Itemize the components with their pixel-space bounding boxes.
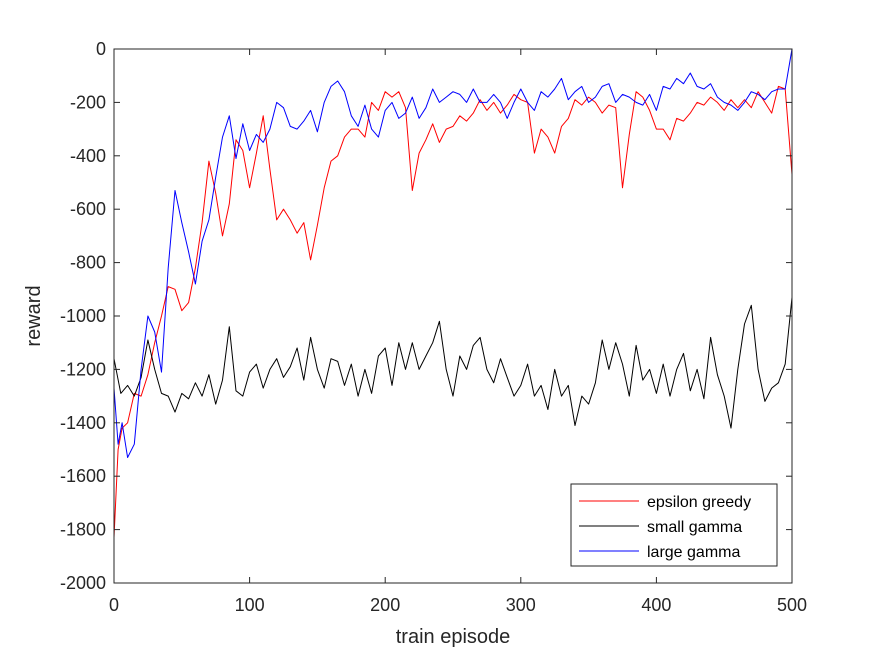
y-tick-label: -1000 xyxy=(60,306,106,326)
x-tick-label: 400 xyxy=(641,595,671,615)
legend-label-small-gamma: small gamma xyxy=(647,519,742,536)
y-tick-label: -1400 xyxy=(60,413,106,433)
y-tick-label: -600 xyxy=(70,199,106,219)
y-tick-label: -2000 xyxy=(60,573,106,593)
legend: epsilon greedy small gamma large gamma xyxy=(570,483,778,567)
y-tick-label: 0 xyxy=(96,39,106,59)
ticks-layer: 0 100 200 300 400 500 0 -200 -400 -600 -800 -1000 -1… xyxy=(60,39,807,615)
y-tick-label: -800 xyxy=(70,253,106,273)
x-tick-label: 300 xyxy=(506,595,536,615)
y-tick-label: -1800 xyxy=(60,520,106,540)
legend-box xyxy=(570,483,778,567)
x-tick-label: 500 xyxy=(777,595,807,615)
y-tick-label: -400 xyxy=(70,146,106,166)
legend-label-epsilon-greedy: epsilon greedy xyxy=(647,494,751,511)
x-tick-label: 200 xyxy=(370,595,400,615)
series-line-small-gamma xyxy=(113,297,793,429)
y-tick-label: -200 xyxy=(70,92,106,112)
y-tick-label: -1200 xyxy=(60,359,106,379)
series-line-large-gamma xyxy=(113,48,793,458)
legend-label-large-gamma: large gamma xyxy=(647,544,740,561)
x-tick-label: 100 xyxy=(235,595,265,615)
y-tick-label: -1600 xyxy=(60,466,106,486)
y-axis-title: reward xyxy=(23,285,45,346)
x-tick-label: 0 xyxy=(109,595,119,615)
series-line-epsilon-greedy xyxy=(113,85,793,538)
x-axis-title: train episode xyxy=(396,626,511,648)
series-layer xyxy=(113,48,793,538)
